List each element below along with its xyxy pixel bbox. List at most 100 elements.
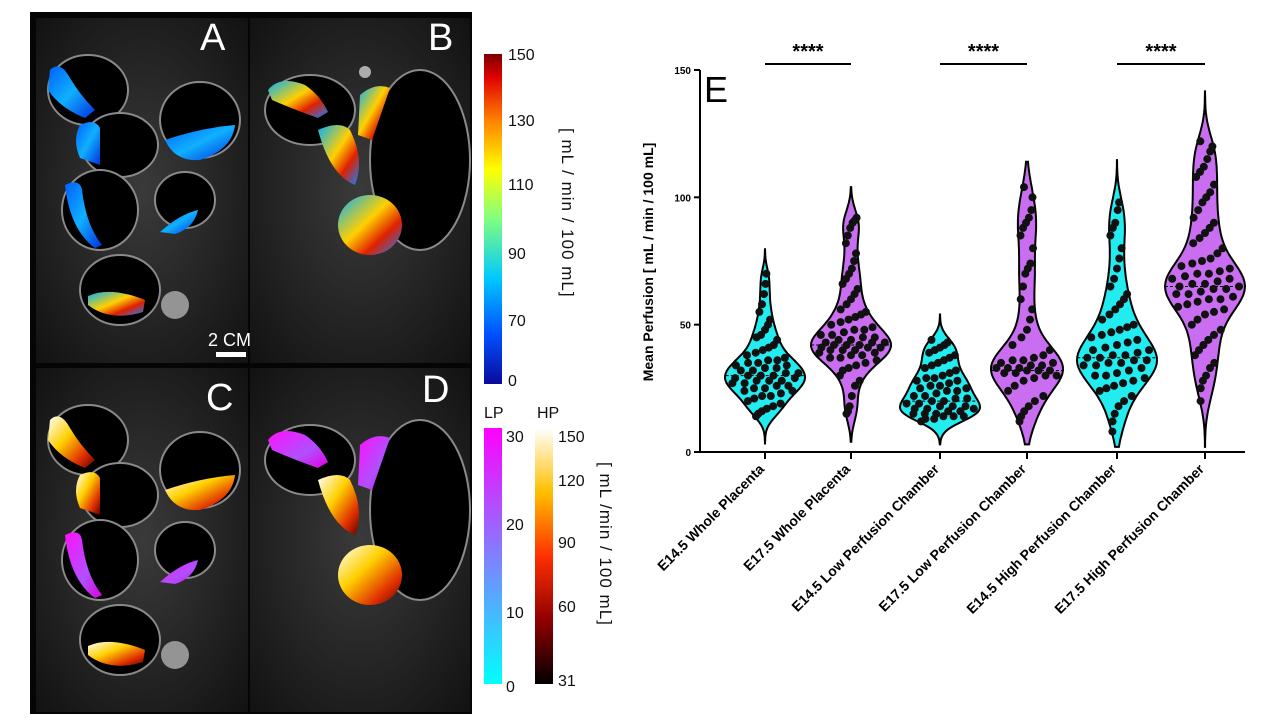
data-point <box>1024 402 1033 411</box>
data-point <box>1095 386 1104 395</box>
data-point <box>1204 269 1213 278</box>
data-point <box>839 328 848 337</box>
data-point <box>776 389 785 398</box>
data-point <box>1019 376 1028 385</box>
data-point <box>1188 279 1197 288</box>
data-point <box>1039 351 1048 360</box>
colorbar-lp-tick: 30 <box>506 429 524 446</box>
significance-bars: **** **** **** <box>765 41 1205 65</box>
data-point <box>1008 341 1017 349</box>
data-point <box>921 392 930 400</box>
data-point <box>909 392 918 400</box>
data-point <box>1123 338 1132 347</box>
data-point <box>1049 358 1057 367</box>
x-tick-label: E17.5 Low Perfusion Chamber <box>875 460 1029 614</box>
violin-shape <box>989 160 1065 446</box>
data-point <box>1113 206 1122 215</box>
data-point <box>1204 335 1213 344</box>
data-point <box>836 305 845 314</box>
y-tick-label: 50 <box>680 321 692 332</box>
data-point <box>836 353 845 362</box>
data-point <box>855 376 864 385</box>
data-point <box>1225 274 1234 283</box>
data-point <box>1195 234 1204 243</box>
data-point <box>1199 341 1208 349</box>
colorbar-top-tick: 150 <box>508 47 535 64</box>
panel-label-a: A <box>200 17 226 59</box>
data-point <box>1140 374 1149 383</box>
violin-shape <box>723 248 807 445</box>
data-point <box>1102 371 1111 380</box>
data-point <box>1222 285 1231 293</box>
data-point <box>1019 282 1027 291</box>
data-point <box>1215 267 1224 276</box>
data-point <box>760 290 768 299</box>
data-point <box>1213 249 1222 258</box>
data-point <box>850 257 859 265</box>
data-point <box>1168 274 1177 283</box>
data-point <box>1210 330 1218 339</box>
data-point <box>1106 282 1115 291</box>
data-point <box>870 348 879 357</box>
data-point <box>1038 361 1047 370</box>
data-point <box>1083 353 1092 362</box>
data-point <box>740 386 749 395</box>
data-point <box>761 384 769 393</box>
data-point <box>1220 305 1229 314</box>
y-tick-label: 100 <box>674 193 691 204</box>
data-point <box>1016 231 1025 240</box>
data-point <box>1019 356 1028 365</box>
data-point <box>1026 361 1035 370</box>
colorbar-top-tick: 90 <box>508 246 526 263</box>
data-point <box>740 379 749 388</box>
data-point <box>773 356 782 365</box>
data-point <box>1216 325 1225 334</box>
data-point <box>731 361 740 370</box>
data-point <box>932 409 941 418</box>
colorbar-hp-tick: 60 <box>558 599 576 616</box>
data-point <box>1108 427 1117 436</box>
data-point <box>851 381 859 390</box>
data-point <box>1020 183 1028 192</box>
x-tick-label: E17.5 High Perfusion Chamber <box>1051 460 1207 616</box>
data-point <box>1204 295 1213 304</box>
data-point <box>1235 282 1243 291</box>
data-point <box>927 335 936 344</box>
data-point <box>794 369 803 378</box>
data-point <box>776 399 785 408</box>
data-point <box>777 376 786 385</box>
colorbar-top-tick: 130 <box>508 113 535 130</box>
data-point <box>1196 287 1205 296</box>
data-point <box>1045 366 1054 375</box>
data-point <box>843 231 852 240</box>
data-point <box>916 384 925 393</box>
data-point <box>1130 356 1138 365</box>
colorbar-hp-tick: 150 <box>558 429 585 446</box>
x-tick-label: E14.5 High Perfusion Chamber <box>963 460 1119 616</box>
data-point <box>744 371 752 380</box>
data-point <box>1010 381 1019 390</box>
data-point <box>1187 320 1196 329</box>
data-point <box>1026 315 1034 324</box>
data-point <box>816 330 825 339</box>
data-point <box>755 307 764 316</box>
data-point <box>1188 259 1197 268</box>
data-point <box>736 366 745 375</box>
data-point <box>1028 305 1037 314</box>
data-point <box>1218 244 1227 253</box>
data-point <box>1120 397 1129 406</box>
data-point <box>880 338 889 347</box>
data-point <box>761 279 770 288</box>
data-point <box>1008 356 1017 365</box>
data-point <box>1110 274 1119 283</box>
data-point <box>758 300 766 309</box>
data-point <box>1209 218 1218 227</box>
data-point <box>1133 348 1142 357</box>
data-point <box>1104 358 1113 367</box>
colorbar-lp-label: LP <box>484 405 504 422</box>
data-point <box>956 407 965 416</box>
data-point <box>1133 335 1142 344</box>
data-point <box>1115 325 1124 334</box>
data-point <box>926 381 935 390</box>
data-point <box>855 341 864 349</box>
